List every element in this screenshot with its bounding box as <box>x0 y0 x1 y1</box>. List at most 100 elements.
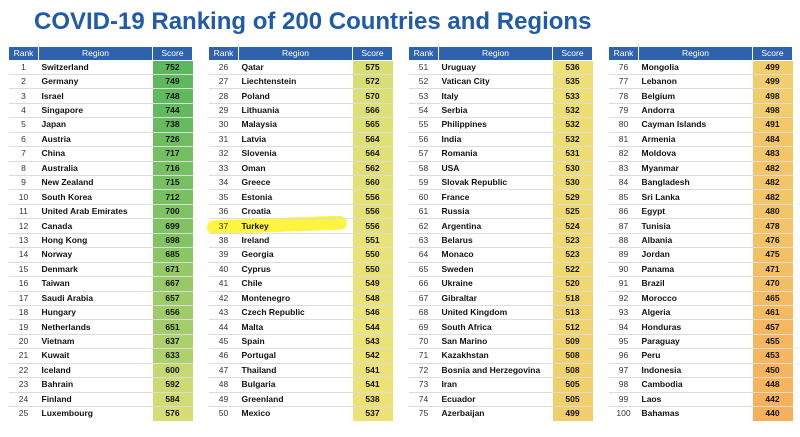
table-row: 92 Morocco 465 <box>608 290 793 306</box>
table-row: 67 Gibraltar 518 <box>408 290 593 306</box>
score-cell: 565 <box>352 117 393 133</box>
score-cell: 455 <box>752 333 793 349</box>
region-cell: Germany <box>38 73 153 89</box>
rank-cell: 83 <box>608 160 639 176</box>
score-cell: 600 <box>152 362 193 378</box>
rank-cell: 85 <box>608 189 639 205</box>
table-row: 63 Belarus 523 <box>408 232 593 248</box>
header-score: Score <box>552 46 593 61</box>
score-cell: 717 <box>152 146 193 162</box>
rank-cell: 16 <box>8 276 39 291</box>
region-cell: Vietnam <box>38 333 153 349</box>
score-cell: 482 <box>752 160 793 176</box>
region-cell: Andorra <box>638 102 753 118</box>
score-cell: 532 <box>552 131 593 147</box>
region-cell: Vatican City <box>438 73 553 89</box>
region-cell: India <box>438 131 553 147</box>
table-row: 10 South Korea 712 <box>8 189 193 205</box>
table-row: 42 Montenegro 548 <box>208 290 393 306</box>
region-cell: Estonia <box>238 189 353 205</box>
rank-cell: 43 <box>208 304 239 320</box>
region-cell: Ukraine <box>438 276 553 291</box>
region-cell: Cyprus <box>238 261 353 277</box>
table-header-row: Rank Region Score <box>608 46 793 61</box>
score-cell: 548 <box>352 290 393 306</box>
rank-cell: 97 <box>608 362 639 378</box>
score-cell: 748 <box>152 88 193 104</box>
rank-cell: 86 <box>608 203 639 219</box>
rank-cell: 96 <box>608 348 639 364</box>
rank-cell: 49 <box>208 391 239 407</box>
table-header-row: Rank Region Score <box>208 46 393 61</box>
rank-cell: 80 <box>608 117 639 133</box>
rank-cell: 94 <box>608 319 639 335</box>
rank-cell: 59 <box>408 174 439 190</box>
header-rank: Rank <box>608 46 639 61</box>
rank-cell: 79 <box>608 102 639 118</box>
table-row: 93 Algeria 461 <box>608 304 793 320</box>
score-cell: 450 <box>752 362 793 378</box>
region-cell: Kuwait <box>38 348 153 364</box>
table-row: 74 Ecuador 505 <box>408 391 593 407</box>
region-cell: Netherlands <box>38 319 153 335</box>
region-cell: Hungary <box>38 304 153 320</box>
region-cell: Iceland <box>38 362 153 378</box>
table-row: 49 Greenland 538 <box>208 391 393 407</box>
table-row: 31 Latvia 564 <box>208 131 393 147</box>
table-row: 54 Serbia 532 <box>408 102 593 118</box>
header-rank: Rank <box>208 46 239 61</box>
score-cell: 509 <box>552 333 593 349</box>
rank-cell: 50 <box>208 405 239 421</box>
region-cell: Oman <box>238 160 353 176</box>
table-row: 19 Netherlands 651 <box>8 319 193 335</box>
region-cell: Australia <box>38 160 153 176</box>
region-cell: Moldova <box>638 146 753 162</box>
score-cell: 562 <box>352 160 393 176</box>
table-row: 39 Georgia 550 <box>208 247 393 263</box>
rank-cell: 58 <box>408 160 439 176</box>
rank-cell: 19 <box>8 319 39 335</box>
table-row: 100 Bahamas 440 <box>608 405 793 421</box>
table-row: 82 Moldova 483 <box>608 146 793 162</box>
ranking-table: Rank Region Score 1 Switzerland 752 2 Germany 74… <box>8 46 193 421</box>
table-row: 1 Switzerland 752 <box>8 59 193 75</box>
table-header-row: Rank Region Score <box>8 46 193 61</box>
score-cell: 564 <box>352 146 393 162</box>
region-cell: Canada <box>38 218 153 234</box>
rank-cell: 36 <box>208 203 239 219</box>
rank-cell: 31 <box>208 131 239 147</box>
table-row: 55 Philippines 532 <box>408 117 593 133</box>
region-cell: United Arab Emirates <box>38 203 153 219</box>
rank-cell: 66 <box>408 276 439 291</box>
table-row: 97 Indonesia 450 <box>608 362 793 378</box>
region-cell: Brazil <box>638 276 753 291</box>
table-row: 80 Cayman Islands 491 <box>608 117 793 133</box>
table-row: 29 Lithuania 566 <box>208 102 393 118</box>
score-cell: 530 <box>552 174 593 190</box>
region-cell: Russia <box>438 203 553 219</box>
table-row: 9 New Zealand 715 <box>8 174 193 190</box>
score-cell: 651 <box>152 319 193 335</box>
table-row: 4 Singapore 744 <box>8 102 193 118</box>
score-cell: 440 <box>752 405 793 421</box>
score-cell: 533 <box>552 88 593 104</box>
region-cell: Peru <box>638 348 753 364</box>
region-cell: USA <box>438 160 553 176</box>
region-cell: San Marino <box>438 333 553 349</box>
table-row: 35 Estonia 556 <box>208 189 393 205</box>
region-cell: Bangladesh <box>638 174 753 190</box>
table-row: 71 Kazakhstan 508 <box>408 348 593 364</box>
table-row: 95 Paraguay 455 <box>608 333 793 349</box>
region-cell: Ireland <box>238 232 353 248</box>
score-cell: 544 <box>352 319 393 335</box>
table-row: 7 China 717 <box>8 146 193 162</box>
rank-cell: 3 <box>8 88 39 104</box>
score-cell: 537 <box>352 405 393 421</box>
score-cell: 470 <box>752 276 793 291</box>
region-cell: Liechtenstein <box>238 73 353 89</box>
table-row: 70 San Marino 509 <box>408 333 593 349</box>
table-row: 72 Bosnia and Herzegovina 508 <box>408 362 593 378</box>
rank-cell: 73 <box>408 377 439 393</box>
region-cell: Argentina <box>438 218 553 234</box>
region-cell: Monaco <box>438 247 553 263</box>
